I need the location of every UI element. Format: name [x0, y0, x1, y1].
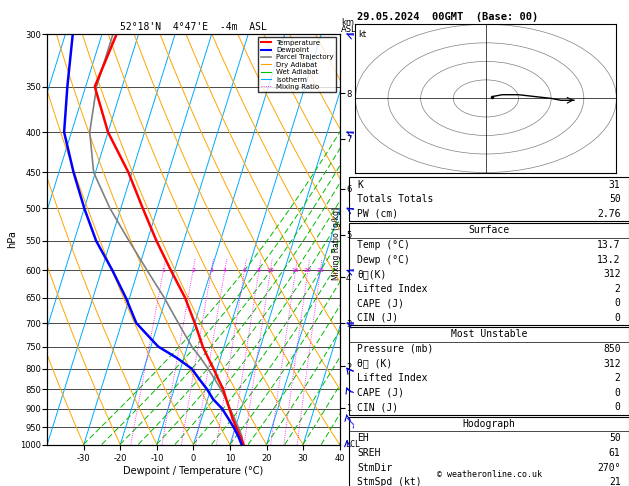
- Text: 25: 25: [316, 268, 325, 273]
- Text: 4: 4: [223, 268, 227, 273]
- Text: 2: 2: [615, 373, 621, 383]
- Text: 1: 1: [162, 268, 165, 273]
- Text: kt: kt: [359, 30, 367, 39]
- Text: 6: 6: [243, 268, 247, 273]
- Text: 10: 10: [267, 268, 274, 273]
- Text: CIN (J): CIN (J): [357, 402, 399, 412]
- Text: 0: 0: [615, 388, 621, 398]
- Text: © weatheronline.co.uk: © weatheronline.co.uk: [437, 469, 542, 479]
- Text: 0: 0: [615, 298, 621, 308]
- Text: Surface: Surface: [469, 226, 509, 235]
- Text: 312: 312: [603, 269, 621, 279]
- Text: 50: 50: [609, 194, 621, 204]
- Text: θᴇ (K): θᴇ (K): [357, 359, 392, 368]
- Text: 0: 0: [615, 402, 621, 412]
- Y-axis label: hPa: hPa: [7, 230, 17, 248]
- Text: Most Unstable: Most Unstable: [451, 330, 527, 339]
- Text: K: K: [357, 180, 364, 190]
- Text: CAPE (J): CAPE (J): [357, 388, 404, 398]
- Text: CAPE (J): CAPE (J): [357, 298, 404, 308]
- Text: StmSpd (kt): StmSpd (kt): [357, 477, 422, 486]
- Text: Totals Totals: Totals Totals: [357, 194, 434, 204]
- Text: LCL: LCL: [345, 440, 360, 449]
- Text: θᴇ(K): θᴇ(K): [357, 269, 387, 279]
- Text: ASL: ASL: [341, 25, 357, 34]
- Text: Lifted Index: Lifted Index: [357, 373, 428, 383]
- Text: 2: 2: [615, 284, 621, 294]
- Text: SREH: SREH: [357, 448, 381, 458]
- Legend: Temperature, Dewpoint, Parcel Trajectory, Dry Adiabat, Wet Adiabat, Isotherm, Mi: Temperature, Dewpoint, Parcel Trajectory…: [259, 37, 336, 92]
- Text: 2: 2: [191, 268, 195, 273]
- Text: CIN (J): CIN (J): [357, 313, 399, 323]
- Text: 16: 16: [292, 268, 299, 273]
- Text: km: km: [341, 17, 354, 27]
- Text: StmDir: StmDir: [357, 463, 392, 472]
- Text: 2.76: 2.76: [597, 209, 621, 219]
- Text: 3: 3: [209, 268, 213, 273]
- Text: 270°: 270°: [597, 463, 621, 472]
- X-axis label: Dewpoint / Temperature (°C): Dewpoint / Temperature (°C): [123, 466, 264, 476]
- Text: 31: 31: [609, 180, 621, 190]
- Text: EH: EH: [357, 434, 369, 443]
- Text: Temp (°C): Temp (°C): [357, 240, 410, 250]
- Text: Lifted Index: Lifted Index: [357, 284, 428, 294]
- Text: 50: 50: [609, 434, 621, 443]
- Text: Mixing Ratio (g/kg): Mixing Ratio (g/kg): [332, 207, 341, 279]
- Text: 13.7: 13.7: [597, 240, 621, 250]
- Text: 21: 21: [609, 477, 621, 486]
- Text: Pressure (mb): Pressure (mb): [357, 344, 434, 354]
- Text: Dewp (°C): Dewp (°C): [357, 255, 410, 264]
- Text: 13.2: 13.2: [597, 255, 621, 264]
- Text: 8: 8: [257, 268, 261, 273]
- Text: 850: 850: [603, 344, 621, 354]
- Text: 61: 61: [609, 448, 621, 458]
- Text: 20: 20: [304, 268, 312, 273]
- Text: 312: 312: [603, 359, 621, 368]
- Text: PW (cm): PW (cm): [357, 209, 399, 219]
- Text: 0: 0: [615, 313, 621, 323]
- Text: Hodograph: Hodograph: [462, 419, 516, 429]
- Title: 52°18'N  4°47'E  -4m  ASL: 52°18'N 4°47'E -4m ASL: [120, 22, 267, 32]
- Text: 29.05.2024  00GMT  (Base: 00): 29.05.2024 00GMT (Base: 00): [357, 12, 539, 22]
